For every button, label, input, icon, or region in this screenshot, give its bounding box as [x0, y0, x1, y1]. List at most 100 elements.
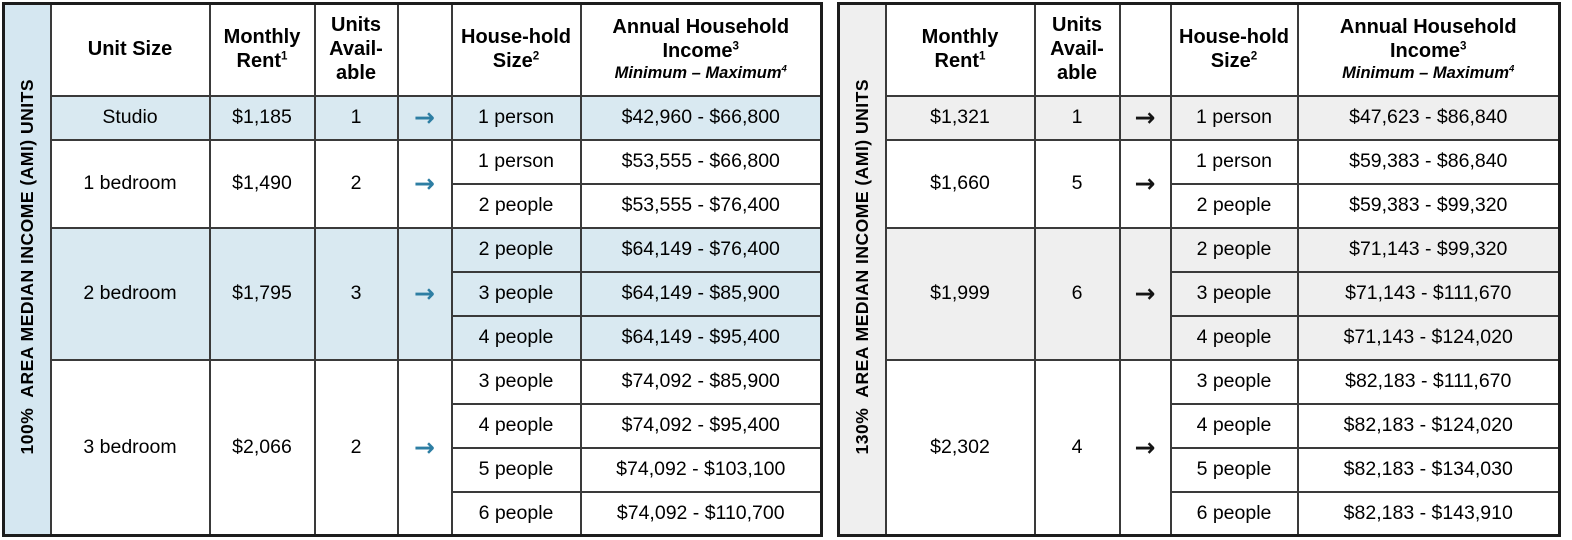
monthly-rent-cell: $1,999 — [884, 226, 1036, 361]
income-range-cell: $64,149 - $85,900 — [579, 270, 823, 317]
arrow-cell: → — [396, 358, 453, 537]
income-range-cell: $82,183 - $134,030 — [1296, 446, 1561, 493]
vertical-label-text: 130% AREA MEDIAN INCOME (AMI) UNITS — [851, 79, 872, 455]
right-arrow-icon: → — [1134, 279, 1156, 308]
units-available-cell: 4 — [1033, 358, 1121, 537]
income-range-cell: $64,149 - $95,400 — [579, 314, 823, 361]
household-size-cell: 3 people — [1169, 358, 1299, 405]
household-size-cell: 4 people — [1169, 402, 1299, 449]
household-size-cell: 1 person — [1169, 138, 1299, 185]
household-size-header: House-hold Size2 — [450, 2, 582, 97]
monthly-rent-cell: $1,795 — [208, 226, 316, 361]
table-row: $1,321 1 → 1 person $47,623 - $86,840 — [839, 94, 1561, 141]
monthly-rent-cell: $1,185 — [208, 94, 316, 141]
household-size-cell: 2 people — [450, 226, 582, 273]
header-row: 100% AREA MEDIAN INCOME (AMI) UNITS Unit… — [2, 2, 823, 537]
table-row: 5 people $74,092 - $103,100 — [4, 446, 823, 493]
arrow-cell: → — [396, 226, 453, 361]
household-size-cell: 1 person — [450, 94, 582, 141]
unit-size-cell: 2 bedroom — [49, 226, 211, 361]
arrow-cell: → — [1118, 226, 1172, 361]
table-row: 3 people $64,149 - $85,900 — [4, 270, 823, 317]
table-row: 1 bedroom $1,490 2 → 1 person $53,555 - $66,8… — [4, 138, 823, 229]
arrow-column-header — [1118, 2, 1172, 97]
table-row: 4 people $64,149 - $95,400 — [4, 314, 823, 361]
table-row: 3 people $71,143 - $111,670 — [839, 270, 1561, 317]
household-size-cell: 3 people — [450, 270, 582, 317]
vertical-label-text: 100% AREA MEDIAN INCOME (AMI) UNITS — [16, 79, 37, 455]
table-100-ami: 100% AREA MEDIAN INCOME (AMI) UNITS Unit… — [2, 2, 823, 537]
monthly-rent-cell: $2,302 — [884, 358, 1036, 537]
income-range-cell: $71,143 - $111,670 — [1296, 270, 1561, 317]
table-row: 5 people $82,183 - $134,030 — [839, 446, 1561, 493]
unit-size-cell: 1 bedroom — [49, 138, 211, 229]
right-arrow-icon: → — [1134, 103, 1156, 132]
income-range-cell: $74,092 - $95,400 — [579, 402, 823, 449]
income-range-cell: $64,149 - $76,400 — [579, 226, 823, 273]
household-size-cell: 1 person — [450, 138, 582, 185]
arrow-cell: → — [396, 94, 453, 141]
monthly-rent-cell: $2,066 — [208, 358, 316, 537]
units-available-cell: 2 — [313, 138, 399, 229]
household-size-cell: 5 people — [1169, 446, 1299, 493]
table-130-ami: 130% AREA MEDIAN INCOME (AMI) UNITS Mont… — [837, 2, 1561, 537]
right-arrow-icon: → — [1134, 432, 1156, 462]
monthly-rent-header: Monthly Rent1 — [884, 2, 1036, 97]
units-available-header: Units Avail- able — [1033, 2, 1121, 97]
income-range-cell: $59,383 - $99,320 — [1296, 182, 1561, 229]
income-range-cell: $74,092 - $103,100 — [579, 446, 823, 493]
monthly-rent-cell: $1,321 — [884, 94, 1036, 141]
monthly-rent-cell: $1,660 — [884, 138, 1036, 229]
units-available-header: Units Avail- able — [313, 2, 399, 97]
income-range-cell: $74,092 - $110,700 — [579, 490, 823, 537]
household-size-header: House-hold Size2 — [1169, 2, 1299, 97]
units-available-cell: 2 — [313, 358, 399, 537]
household-size-cell: 2 people — [1169, 226, 1299, 273]
arrow-column-header — [396, 2, 453, 97]
income-range-cell: $53,555 - $76,400 — [579, 182, 823, 229]
annual-income-header: Annual Household Income3 Minimum – Maxim… — [579, 2, 823, 97]
table-row: 6 people $82,183 - $143,910 — [839, 490, 1561, 537]
annual-income-header: Annual Household Income3 Minimum – Maxim… — [1296, 2, 1561, 97]
household-size-cell: 5 people — [450, 446, 582, 493]
units-available-cell: 1 — [1033, 94, 1121, 141]
household-size-cell: 2 people — [1169, 182, 1299, 229]
income-range-cell: $82,183 - $143,910 — [1296, 490, 1561, 537]
right-arrow-icon: → — [1134, 169, 1156, 198]
household-size-cell: 2 people — [450, 182, 582, 229]
unit-size-cell: 3 bedroom — [49, 358, 211, 537]
income-range-cell: $74,092 - $85,900 — [579, 358, 823, 405]
income-range-cell: $71,143 - $99,320 — [1296, 226, 1561, 273]
arrow-cell: → — [1118, 358, 1172, 537]
vertical-label-100-ami: 100% AREA MEDIAN INCOME (AMI) UNITS — [2, 2, 52, 537]
table-row: 2 people $53,555 - $76,400 — [4, 182, 823, 229]
units-available-cell: 3 — [313, 226, 399, 361]
income-range-cell: $42,960 - $66,800 — [579, 94, 823, 141]
household-size-cell: 4 people — [450, 402, 582, 449]
household-size-cell: 4 people — [450, 314, 582, 361]
table-row: 4 people $74,092 - $95,400 — [4, 402, 823, 449]
table-row: $1,660 5 → 1 person $59,383 - $86,840 — [839, 138, 1561, 229]
unit-size-header: Unit Size — [49, 2, 211, 97]
table-row: 6 people $74,092 - $110,700 — [4, 490, 823, 537]
table-row: 2 bedroom $1,795 3 → 2 people $64,149 - $76,4… — [4, 226, 823, 361]
header-row: 130% AREA MEDIAN INCOME (AMI) UNITS Mont… — [837, 2, 1561, 537]
household-size-cell: 6 people — [1169, 490, 1299, 537]
table-row: 4 people $82,183 - $124,020 — [839, 402, 1561, 449]
monthly-rent-header: Monthly Rent1 — [208, 2, 316, 97]
table-row: 3 bedroom $2,066 2 → 3 people $74,092 - $85,9… — [4, 358, 823, 537]
income-range-cell: $53,555 - $66,800 — [579, 138, 823, 185]
income-range-cell: $82,183 - $124,020 — [1296, 402, 1561, 449]
units-available-cell: 1 — [313, 94, 399, 141]
table-row: $1,999 6 → 2 people $71,143 - $99,320 — [839, 226, 1561, 361]
household-size-cell: 3 people — [450, 358, 582, 405]
table-row: 4 people $71,143 - $124,020 — [839, 314, 1561, 361]
table-row: $2,302 4 → 3 people $82,183 - $111,670 — [839, 358, 1561, 537]
right-arrow-icon: → — [414, 103, 435, 132]
right-arrow-icon: → — [414, 432, 435, 462]
income-range-cell: $59,383 - $86,840 — [1296, 138, 1561, 185]
table-row: Studio $1,185 1 → 1 person $42,960 - $66,800 — [4, 94, 823, 141]
units-available-cell: 6 — [1033, 226, 1121, 361]
household-size-cell: 3 people — [1169, 270, 1299, 317]
